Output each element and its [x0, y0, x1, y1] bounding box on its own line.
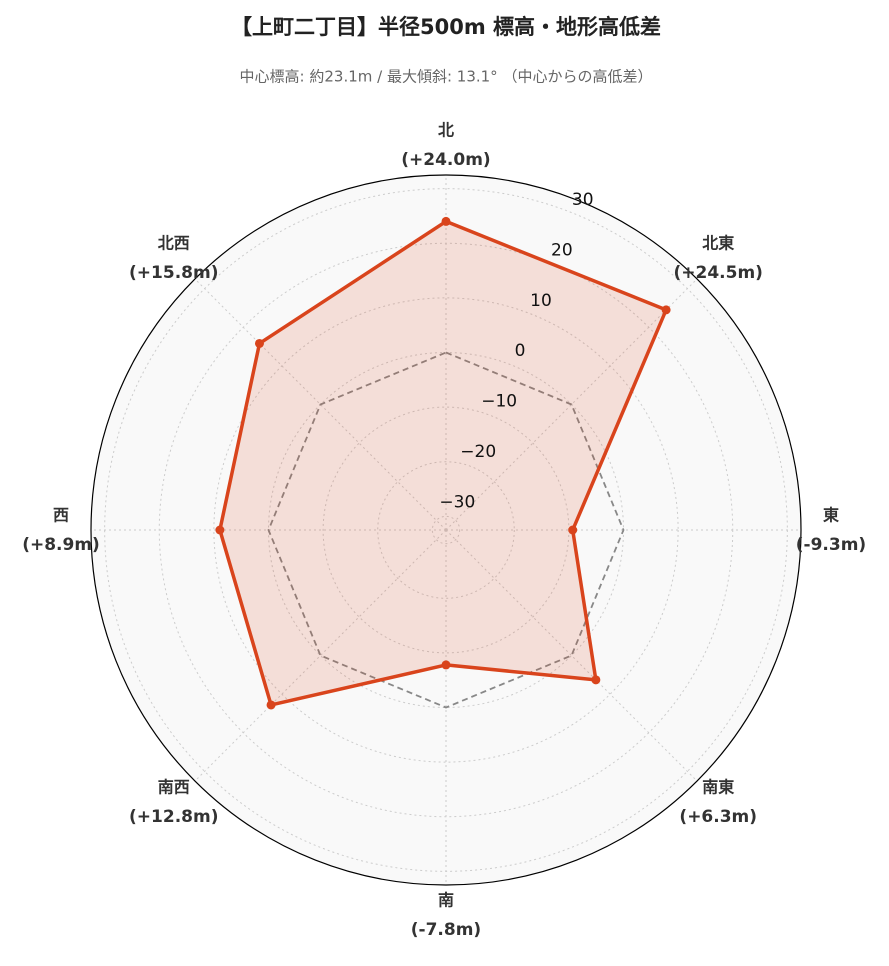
- data-point: [266, 700, 276, 710]
- r-tick-label: 0: [515, 341, 526, 361]
- data-point: [441, 660, 451, 670]
- value-label: (+6.3m): [679, 807, 757, 827]
- value-label: (+24.5m): [674, 263, 763, 283]
- r-tick-label: 10: [530, 291, 552, 311]
- category-label: 北西: [158, 233, 190, 252]
- data-point: [591, 675, 601, 685]
- spoke: [445, 529, 698, 782]
- value-label: (+15.8m): [129, 263, 218, 283]
- r-tick-label: −10: [481, 392, 517, 412]
- category-label: 東: [823, 506, 839, 525]
- chart-subtitle: 中心標高: 約23.1m / 最大傾斜: 13.1° （中心からの高低差）: [240, 68, 653, 86]
- data-point: [215, 525, 225, 535]
- r-tick-label: −20: [460, 442, 496, 462]
- spoke: [445, 278, 698, 531]
- grid-circle: [377, 461, 515, 599]
- value-label: (-9.3m): [796, 535, 866, 555]
- category-label: 北東: [702, 233, 734, 252]
- category-label: 北: [438, 121, 454, 140]
- value-label: (+24.0m): [401, 150, 490, 170]
- grid-circle: [213, 297, 679, 763]
- data-point: [441, 216, 451, 226]
- data-point: [568, 525, 578, 535]
- category-label: 南: [438, 891, 454, 910]
- r-tick-label: −30: [439, 493, 475, 513]
- spoke: [194, 278, 447, 531]
- category-label: 西: [53, 506, 69, 525]
- spoke: [194, 529, 447, 782]
- chart-title: 【上町二丁目】半径500m 標高・地形高低差: [231, 15, 661, 39]
- grid-circle: [431, 515, 461, 545]
- plot-border: [90, 174, 802, 886]
- data-point: [254, 338, 264, 348]
- data-point: [661, 305, 671, 315]
- value-label: (-7.8m): [411, 920, 481, 940]
- r-tick-label: 20: [551, 240, 573, 260]
- category-label: 南西: [158, 778, 190, 797]
- r-tick-label: 30: [572, 190, 594, 210]
- baseline: [267, 351, 625, 709]
- value-label: (+12.8m): [129, 807, 218, 827]
- value-label: (+8.9m): [22, 535, 100, 555]
- category-label: 南東: [702, 778, 734, 797]
